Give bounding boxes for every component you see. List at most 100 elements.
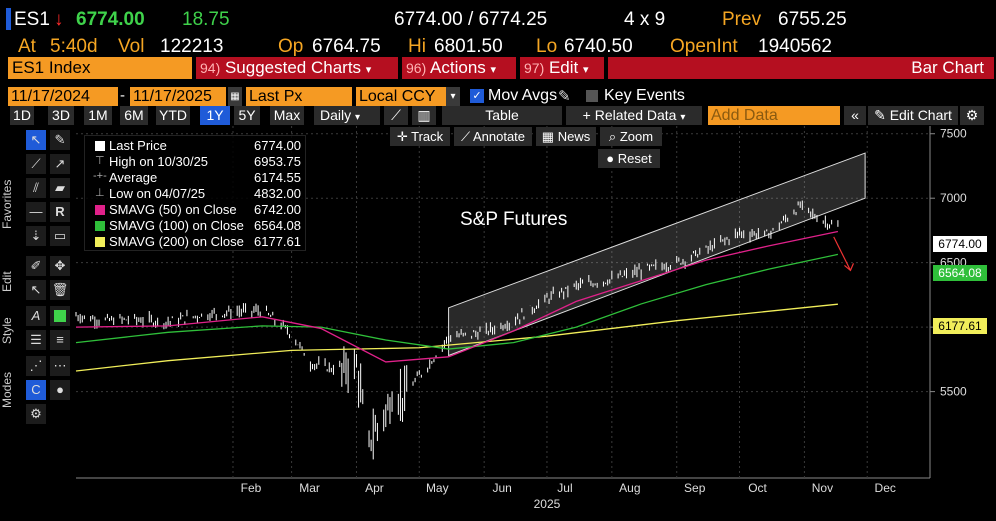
annotate-button[interactable]: ⟋ Annotate	[454, 127, 532, 146]
collapse-icon[interactable]: «	[844, 106, 866, 125]
x-tick-label: Apr	[365, 481, 384, 495]
x-tick-label: Aug	[619, 481, 640, 495]
cursor-icon[interactable]: ↖	[26, 130, 46, 150]
trendline-icon[interactable]: ⟋	[26, 154, 46, 174]
low-value: 6740.50	[564, 36, 633, 57]
legend-value: 6774.00	[254, 138, 301, 153]
x-tick-label: Mar	[299, 481, 320, 495]
zoom-icon: ⌕	[608, 129, 617, 144]
settings-gear-icon[interactable]: ⚙	[26, 404, 46, 424]
currency-field[interactable]: Local CCY	[356, 87, 446, 106]
end-date-field[interactable]: 11/17/2025	[130, 87, 226, 106]
period-tab-6m[interactable]: 6M	[120, 106, 148, 125]
chevron-down-icon[interactable]: ▾	[446, 87, 460, 106]
high-value: 6801.50	[434, 36, 503, 57]
prev-label: Prev	[722, 9, 762, 30]
line-style-icon[interactable]: ≡	[50, 330, 70, 350]
calendar-icon[interactable]: ▦	[228, 87, 242, 106]
legend-label: Low on 04/07/25	[109, 186, 206, 201]
actions-menu[interactable]: 96) Actions ▾	[402, 57, 516, 79]
suggested-label: Suggested Charts	[224, 58, 362, 77]
shape-icon[interactable]: ▰	[50, 178, 70, 198]
line-chart-icon[interactable]: ⟋	[384, 106, 408, 125]
last-price-swatch	[95, 141, 105, 151]
crosshair-mode-icon[interactable]: ⋰	[26, 356, 46, 376]
start-date-field[interactable]: 11/17/2024	[8, 87, 118, 106]
edit-menu[interactable]: 97) Edit ▾	[520, 57, 604, 79]
bar-chart-icon[interactable]: ▥	[412, 106, 436, 125]
high-label: Hi	[408, 36, 426, 57]
annotate-icon: ⟋	[460, 129, 471, 144]
pencil-icon: ✎	[874, 107, 886, 123]
security-field[interactable]: ES1 Index	[8, 57, 192, 79]
period-tab-1m[interactable]: 1M	[84, 106, 112, 125]
period-tab-ytd[interactable]: YTD	[156, 106, 190, 125]
trash-icon[interactable]: 🗑	[50, 280, 70, 300]
legend-high: ⊤ High on 10/30/25 6953.75	[89, 154, 305, 170]
key-events-checkbox[interactable]	[586, 90, 598, 102]
legend-sma100: SMAVG (100) on Close 6564.08	[89, 218, 305, 234]
chart-toolbar: ES1 Index 94) Suggested Charts ▾ 96) Act…	[8, 57, 994, 79]
table-button[interactable]: Table	[442, 106, 562, 125]
favorites-label: Favorites	[0, 179, 14, 229]
related-data-label: Related Data	[594, 107, 677, 123]
mov-avgs-checkbox[interactable]: ✓	[470, 89, 484, 103]
period-tab-1y[interactable]: 1Y	[200, 106, 230, 125]
average-marker-icon: -+-	[93, 170, 107, 182]
channel-icon[interactable]: ⫽	[26, 178, 46, 198]
suggested-charts-menu[interactable]: 94) Suggested Charts ▾	[196, 57, 398, 79]
brush-icon[interactable]: ✐	[26, 256, 46, 276]
time-value: 5:40d	[50, 36, 98, 57]
gear-icon[interactable]: ⚙	[960, 106, 984, 125]
ticker: ES1	[14, 9, 50, 30]
palette-icon[interactable]: ●	[50, 380, 70, 400]
price-field[interactable]: Last Px	[246, 87, 352, 106]
add-data-input[interactable]: Add Data	[708, 106, 840, 125]
open-value: 6764.75	[312, 36, 381, 57]
zoom-button[interactable]: ⌕ Zoom	[600, 127, 662, 146]
pencil-icon[interactable]: ✎	[558, 88, 571, 105]
annotate-label: Annotate	[472, 129, 526, 144]
chevron-down-icon: ▾	[680, 112, 686, 123]
chevron-down-icon: ▾	[583, 64, 589, 76]
reset-button[interactable]: ● Reset	[598, 149, 660, 168]
horizontal-line-icon[interactable]: —	[26, 202, 46, 222]
edit-label: Edit	[548, 58, 579, 77]
line-weight-icon[interactable]: ☰	[26, 330, 46, 350]
fib-icon[interactable]: ⇣	[26, 226, 46, 246]
period-tab-5y[interactable]: 5Y	[234, 106, 260, 125]
sma200-line	[75, 303, 838, 372]
chart-type-label[interactable]: Bar Chart	[608, 57, 994, 79]
legend-value: 6953.75	[254, 154, 301, 169]
frequency-select[interactable]: Daily ▾	[314, 106, 380, 125]
ray-icon[interactable]: ↗	[50, 154, 70, 174]
track-label: Track	[411, 129, 444, 144]
x-tick-label: Dec	[875, 481, 896, 495]
magnet-icon[interactable]: C	[26, 380, 46, 400]
legend-label: SMAVG (200) on Close	[109, 234, 244, 249]
period-tab-1d[interactable]: 1D	[10, 106, 34, 125]
color-picker-icon[interactable]	[50, 306, 70, 326]
drawing-sidebar: Favorites Edit Style Modes ↖ ✎ ⟋ ↗ ⫽ ▰ —…	[0, 124, 76, 424]
grid-mode-icon[interactable]: ⋯	[50, 356, 70, 376]
period-tab-max[interactable]: Max	[270, 106, 304, 125]
legend-label: SMAVG (100) on Close	[109, 218, 244, 233]
x-tick-label: Jul	[557, 481, 572, 495]
select-icon[interactable]: ↖	[26, 280, 46, 300]
rectangle-icon[interactable]: ▭	[50, 226, 70, 246]
track-button[interactable]: ✛ Track	[390, 127, 450, 146]
retracement-icon[interactable]: R	[50, 202, 70, 222]
related-data-menu[interactable]: + Related Data ▾	[566, 106, 702, 125]
pencil-icon[interactable]: ✎	[50, 130, 70, 150]
move-icon[interactable]: ✥	[50, 256, 70, 276]
period-tab-3d[interactable]: 3D	[48, 106, 74, 125]
zoom-label: Zoom	[619, 129, 654, 144]
arrow-annotation	[833, 236, 851, 271]
news-button[interactable]: ▦ News	[536, 127, 596, 146]
reset-icon: ●	[606, 151, 615, 166]
date-dash: -	[120, 87, 125, 104]
text-style-icon[interactable]: A	[26, 306, 46, 326]
edit-chart-button[interactable]: ✎ Edit Chart	[868, 106, 958, 125]
openint-label: OpenInt	[670, 36, 738, 57]
